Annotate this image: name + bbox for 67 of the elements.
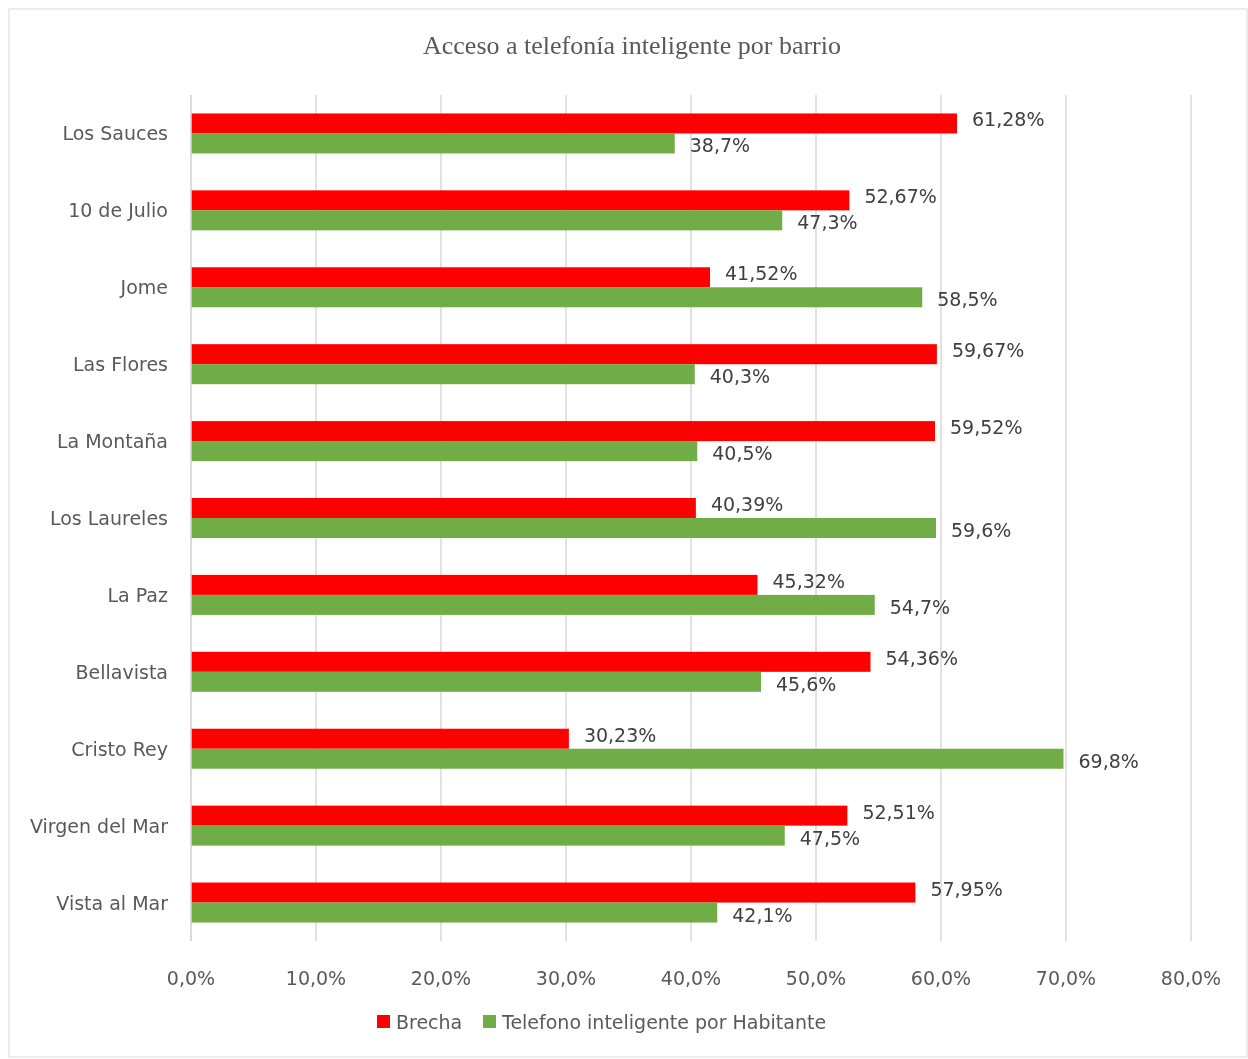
x-tick-label: 60,0% [910, 967, 972, 989]
bar [191, 805, 848, 826]
data-label: 30,23% [583, 723, 657, 746]
data-label: 47,5% [799, 826, 861, 849]
data-label: 41,52% [725, 262, 798, 285]
y-tick-label: Los Laureles [49, 507, 168, 529]
bar [191, 287, 923, 308]
bar [191, 113, 957, 134]
y-tick-label: Las Flores [73, 353, 168, 376]
x-tick-label: 20,0% [410, 967, 472, 989]
bar [191, 882, 916, 903]
bar [191, 671, 761, 692]
data-label: 59,6% [951, 519, 1012, 541]
x-tick-label: 40,0% [660, 967, 722, 989]
bar [191, 344, 937, 365]
bar [191, 441, 698, 462]
x-tick-label: 50,0% [785, 967, 847, 989]
data-label: 47,3% [797, 211, 858, 234]
bar [191, 133, 675, 154]
bar [191, 728, 569, 749]
data-label: 57,95% [930, 877, 1003, 900]
data-label: 59,67% [951, 339, 1025, 362]
bar [191, 518, 936, 538]
bar [191, 364, 695, 385]
data-label: 42,1% [732, 903, 793, 926]
chart-title: Acceso a telefonía inteligente por barrio [423, 31, 841, 60]
bar [191, 267, 710, 288]
data-label: 69,8% [1078, 749, 1139, 772]
bar [191, 498, 696, 518]
data-label: 54,36% [885, 646, 958, 669]
x-tick-label: 0,0% [166, 967, 216, 989]
legend-label: Telefono inteligente por Habitante [501, 1011, 827, 1033]
data-label: 40,3% [709, 365, 771, 388]
data-label: 59,52% [950, 416, 1023, 439]
data-label: 40,5% [712, 442, 773, 465]
data-label: 52,67% [864, 185, 937, 208]
data-label: 40,39% [710, 493, 784, 515]
y-tick-label: Bellavista [75, 660, 168, 683]
bar [191, 421, 935, 442]
data-label: 58,5% [937, 288, 998, 311]
y-tick-label: Los Sauces [62, 122, 168, 145]
x-tick-label: 10,0% [285, 967, 347, 989]
bar [191, 210, 783, 231]
y-tick-label: Cristo Rey [71, 737, 168, 760]
bar [191, 574, 758, 595]
y-tick-label: 10 de Julio [68, 199, 168, 222]
bar [191, 825, 785, 846]
legend-label: Brecha [396, 1011, 463, 1033]
x-tick-label: 30,0% [535, 967, 597, 989]
data-label: 54,7% [889, 595, 951, 618]
bar [191, 594, 875, 615]
bar [191, 748, 1064, 769]
bar [191, 190, 850, 211]
y-tick-label: La Paz [107, 583, 169, 606]
y-tick-label: La Montaña [56, 430, 168, 453]
data-label: 45,32% [772, 569, 845, 592]
bar [191, 902, 718, 923]
x-tick-label: 70,0% [1035, 967, 1097, 989]
y-tick-label: Jome [119, 276, 168, 299]
data-label: 45,6% [776, 672, 837, 695]
y-tick-label: Virgen del Mar [29, 814, 169, 837]
x-tick-label: 80,0% [1160, 967, 1222, 989]
data-label: 61,28% [972, 108, 1045, 131]
y-tick-label: Vista al Mar [56, 891, 169, 914]
bar [191, 651, 871, 672]
data-label: 38,7% [689, 134, 751, 157]
data-label: 52,51% [862, 800, 935, 823]
